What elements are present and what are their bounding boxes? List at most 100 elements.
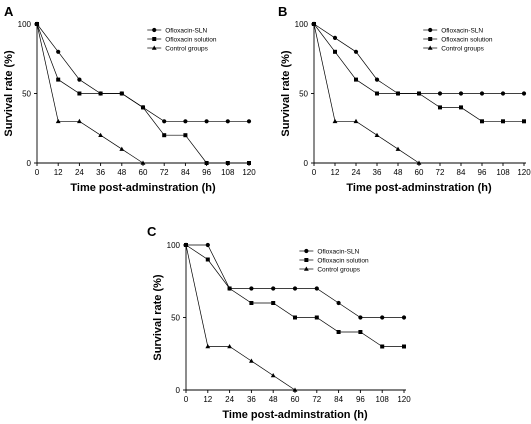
legend-label: Ofloxacin solution (441, 36, 493, 43)
series-line (186, 244, 404, 318)
panel-letter: C (147, 224, 157, 239)
x-tick-label: 24 (75, 168, 84, 177)
data-point (249, 286, 254, 291)
data-point (314, 315, 319, 320)
series-line (36, 23, 144, 164)
data-point (55, 118, 61, 124)
legend-label: Ofloxacin-SLN (165, 27, 207, 34)
data-point (380, 315, 385, 320)
data-point (119, 91, 124, 96)
legend-marker (152, 37, 157, 41)
x-tick-label: 108 (496, 168, 510, 177)
data-point (247, 161, 251, 165)
data-point (293, 315, 297, 320)
data-point (375, 91, 379, 96)
data-point (292, 286, 298, 291)
data-point (227, 344, 232, 349)
data-point (119, 146, 125, 151)
panel-letter: A (4, 4, 14, 19)
series-triangle (311, 21, 422, 165)
data-point (98, 132, 103, 137)
data-point (395, 146, 401, 151)
data-point (204, 119, 209, 124)
legend: Ofloxacin-SLN Ofloxacin solution Control g… (147, 27, 217, 52)
legend-marker (152, 27, 157, 33)
x-tick-label: 36 (96, 168, 105, 177)
y-tick-label: 0 (304, 159, 309, 168)
data-point (140, 160, 146, 165)
data-point (205, 257, 210, 262)
data-point (500, 91, 506, 96)
legend-marker (428, 27, 433, 33)
data-point (162, 133, 167, 138)
series-square (35, 22, 251, 165)
x-axis-title: Time post-adminstration (h) (70, 182, 216, 194)
legend-marker (304, 258, 309, 262)
data-point (353, 118, 359, 124)
data-point (225, 119, 230, 124)
legend-label: Ofloxacin-SLN (317, 248, 359, 255)
data-point (56, 49, 61, 54)
y-tick-label: 50 (171, 314, 180, 323)
panel-letter: B (278, 4, 287, 19)
data-point (358, 330, 363, 334)
data-point (141, 105, 145, 110)
x-axis-title: Time post-adminstration (h) (346, 182, 492, 194)
y-tick-label: 100 (18, 20, 32, 29)
x-tick-label: 84 (334, 395, 343, 404)
chart-panel-b: B 0 12 24 36 48 60 72 84 96 108 120 0 50 100 Time post-… (278, 4, 531, 194)
x-tick-label: 12 (331, 168, 340, 177)
y-axis-title: Survival rate (%) (152, 274, 164, 361)
x-tick-label: 0 (184, 395, 189, 404)
data-point (396, 91, 400, 96)
y-axis-title: Survival rate (%) (280, 50, 292, 137)
x-tick-label: 108 (221, 168, 235, 177)
data-point (271, 301, 276, 305)
x-tick-label: 120 (397, 395, 411, 404)
x-tick-label: 24 (352, 168, 361, 177)
data-point (522, 119, 526, 124)
legend-marker (427, 45, 433, 50)
data-point (204, 161, 209, 165)
legend-label: Ofloxacin solution (317, 257, 369, 264)
x-tick-label: 36 (247, 395, 256, 404)
x-tick-label: 96 (356, 395, 365, 404)
legend-marker (304, 248, 309, 254)
legend-label: Ofloxacin solution (165, 36, 217, 43)
data-point (292, 387, 298, 392)
data-point (521, 91, 527, 96)
data-point (205, 344, 211, 349)
series-circle (311, 21, 527, 96)
y-tick-label: 50 (299, 90, 308, 99)
data-point (401, 315, 407, 320)
data-point (333, 49, 337, 54)
y-tick-label: 100 (167, 241, 181, 250)
data-point (311, 21, 317, 26)
data-point (270, 373, 276, 378)
x-tick-label: 108 (376, 395, 390, 404)
data-point (358, 315, 363, 320)
data-point (353, 49, 359, 54)
data-point (77, 118, 82, 124)
x-tick-label: 60 (415, 168, 424, 177)
series-line (313, 23, 524, 94)
data-point (162, 119, 167, 124)
y-tick-label: 100 (295, 20, 309, 29)
data-point (374, 77, 380, 82)
series-line (36, 23, 249, 164)
x-tick-label: 72 (436, 168, 445, 177)
y-axis-title: Survival rate (%) (3, 50, 15, 137)
data-point (479, 91, 485, 96)
series-line (185, 244, 404, 347)
x-tick-label: 36 (373, 168, 382, 177)
data-point (205, 242, 210, 248)
legend-marker (303, 266, 309, 271)
data-point (480, 119, 484, 124)
x-tick-label: 72 (160, 168, 169, 177)
data-point (271, 286, 276, 291)
data-point (246, 119, 252, 124)
data-point (34, 21, 40, 26)
legend-label: Control groups (441, 45, 484, 52)
chart-panel-a: A 0 12 24 36 48 60 72 84 96 108 120 0 50 100 Time post-… (3, 4, 256, 194)
x-tick-label: 48 (117, 168, 126, 177)
